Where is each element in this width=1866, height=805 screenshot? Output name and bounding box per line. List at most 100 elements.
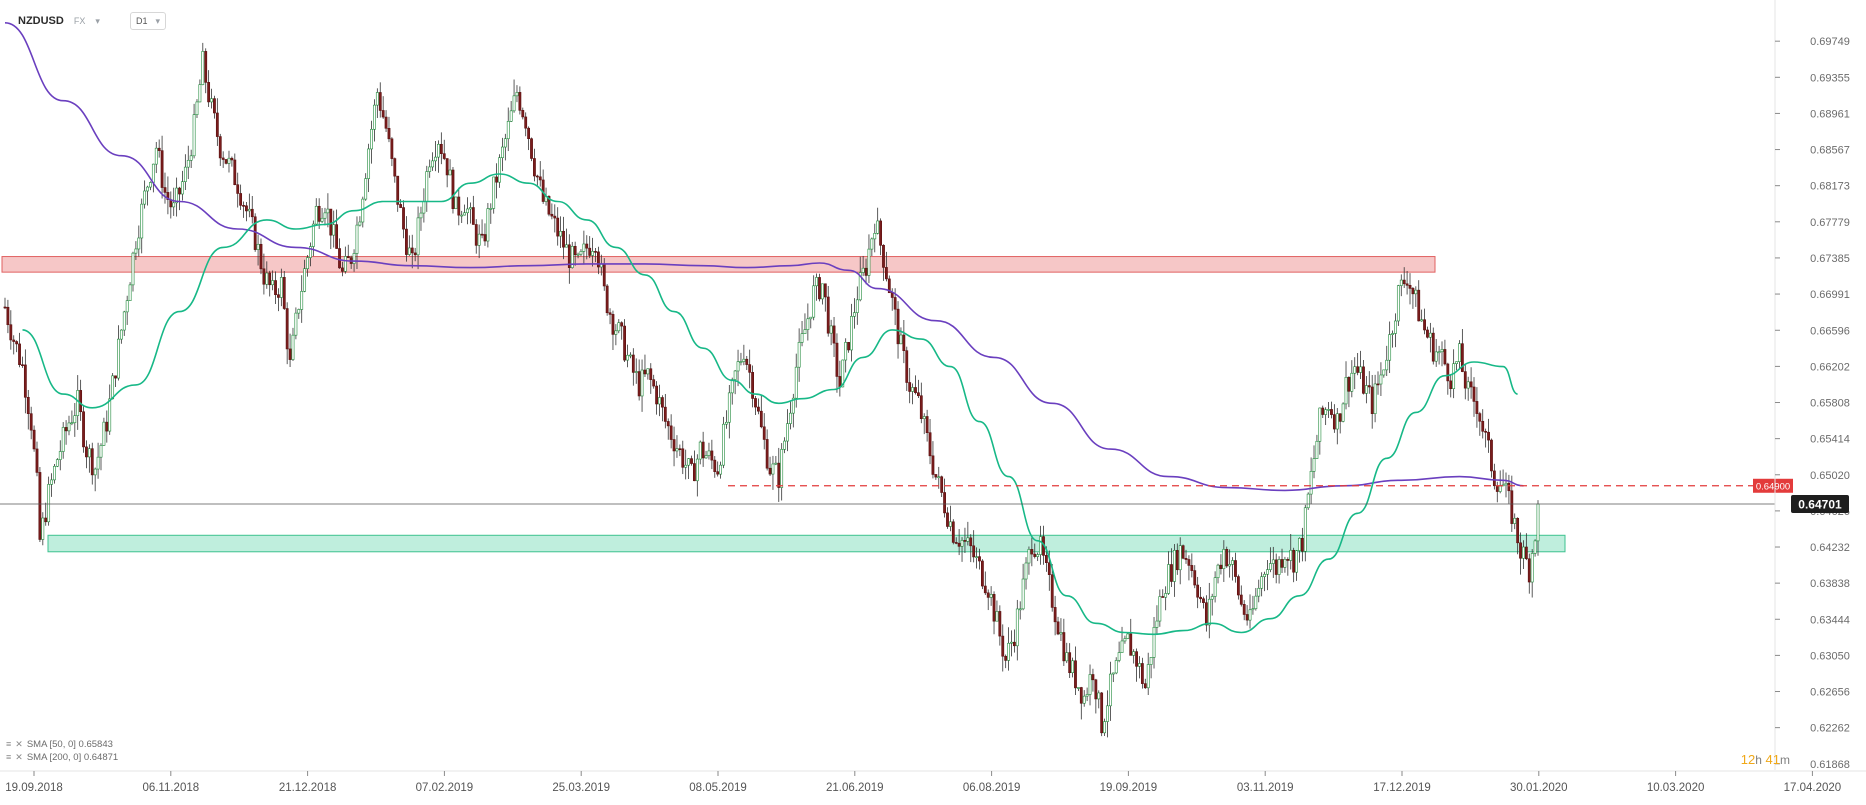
candle-body <box>1149 657 1153 665</box>
candle-body <box>422 201 426 214</box>
candle-body <box>1335 413 1339 430</box>
candle-body <box>29 413 33 431</box>
candle-body <box>678 448 682 450</box>
candle-body <box>1251 608 1255 611</box>
candle-body <box>1202 598 1205 603</box>
candle-body <box>230 157 234 161</box>
candle-body <box>1443 349 1447 365</box>
candle-body <box>614 330 618 335</box>
candle-body <box>439 143 443 154</box>
candle-body <box>1460 343 1464 372</box>
candle-body <box>550 213 554 217</box>
candle-body <box>1362 366 1365 394</box>
candle-body <box>285 308 289 350</box>
candle-body <box>1234 560 1237 577</box>
legend-item-sma200[interactable]: ≡ ✕ SMA [200, 0] 0.64871 <box>6 751 118 764</box>
timeframe-select[interactable]: D1 ▾ <box>130 12 166 30</box>
y-tick-label: 0.62656 <box>1810 687 1850 699</box>
y-tick-label: 0.69355 <box>1810 72 1850 84</box>
candle-body <box>1478 413 1482 422</box>
candle-body <box>1216 564 1220 579</box>
y-tick-label: 0.63050 <box>1810 650 1850 662</box>
candle-body <box>1353 366 1357 374</box>
candle-body <box>1146 664 1150 689</box>
menu-icon[interactable]: ≡ <box>6 752 12 762</box>
candle-body <box>658 397 661 405</box>
candle-body <box>533 158 536 177</box>
candle-body <box>1399 279 1403 286</box>
candle-body <box>198 84 202 103</box>
candle-body <box>777 462 781 488</box>
candle-body <box>1164 593 1168 598</box>
candle-body <box>125 300 129 313</box>
candle-body <box>1024 562 1028 580</box>
candle-body <box>1452 363 1456 389</box>
close-icon[interactable]: ✕ <box>15 739 23 749</box>
close-icon[interactable]: ✕ <box>15 752 23 762</box>
candle-body <box>1268 563 1272 570</box>
legend-item-sma50[interactable]: ≡ ✕ SMA [50, 0] 0.65843 <box>6 738 118 751</box>
candle-body <box>1036 554 1040 557</box>
candle-body <box>419 212 423 219</box>
candle-body <box>262 268 266 285</box>
candle-body <box>663 406 667 422</box>
candle-body <box>754 398 757 408</box>
candle-body <box>1481 420 1485 432</box>
candle-body <box>1199 596 1202 600</box>
candle-body <box>800 333 804 343</box>
candle-body <box>1324 409 1328 415</box>
candle-body <box>1495 485 1499 492</box>
x-tick-label: 19.09.2019 <box>1100 782 1158 794</box>
candle-body <box>879 220 882 246</box>
candle-body <box>117 338 120 379</box>
candle-body <box>666 421 670 427</box>
candle-body <box>79 390 83 413</box>
candle-body <box>1321 407 1325 415</box>
countdown-minutes: 41 <box>1765 752 1780 767</box>
candle-body <box>1030 549 1034 555</box>
candle-body <box>797 342 801 368</box>
candle-body <box>329 208 333 236</box>
candle-body <box>1274 559 1278 575</box>
candle-body <box>629 354 632 357</box>
candle-body <box>466 208 469 214</box>
candle-body <box>733 370 737 380</box>
y-axis: 0.69749 0.69355 0.68961 0.68567 0.68173 0.677… <box>1774 0 1850 771</box>
candle-body <box>186 159 190 168</box>
chevron-down-icon[interactable]: ▾ <box>95 15 100 26</box>
candle-body <box>896 308 900 345</box>
y-tick-label: 0.68567 <box>1810 145 1850 157</box>
x-tick-label: 17.04.2020 <box>1784 782 1842 794</box>
candle-body <box>806 318 810 330</box>
candle-body <box>73 415 77 424</box>
candle-body <box>309 246 312 258</box>
candle-body <box>41 517 45 540</box>
candle-body <box>1094 679 1098 700</box>
candle-body <box>1330 409 1333 415</box>
x-tick-label: 07.02.2019 <box>416 782 474 794</box>
candle-body <box>966 537 970 542</box>
symbol-label[interactable]: NZDUSD <box>18 15 64 27</box>
sma200-line <box>4 22 1524 492</box>
candle-body <box>410 247 414 254</box>
candle-body <box>672 439 676 452</box>
candle-body <box>1327 409 1330 411</box>
candle-body <box>890 292 894 298</box>
candle-body <box>1318 407 1322 442</box>
candle-body <box>637 371 641 397</box>
candle-body <box>364 178 368 200</box>
candle-body <box>1260 576 1264 589</box>
candle-body <box>172 202 176 208</box>
candle-body <box>341 267 344 272</box>
candle-body <box>803 329 807 334</box>
candle-body <box>876 220 880 234</box>
candle-body <box>128 284 132 301</box>
menu-icon[interactable]: ≡ <box>6 739 12 749</box>
candle-body <box>1056 621 1060 635</box>
candle-body <box>713 459 717 472</box>
candle-body <box>681 448 685 468</box>
candle-body <box>524 116 528 129</box>
candle-body <box>1103 721 1106 734</box>
